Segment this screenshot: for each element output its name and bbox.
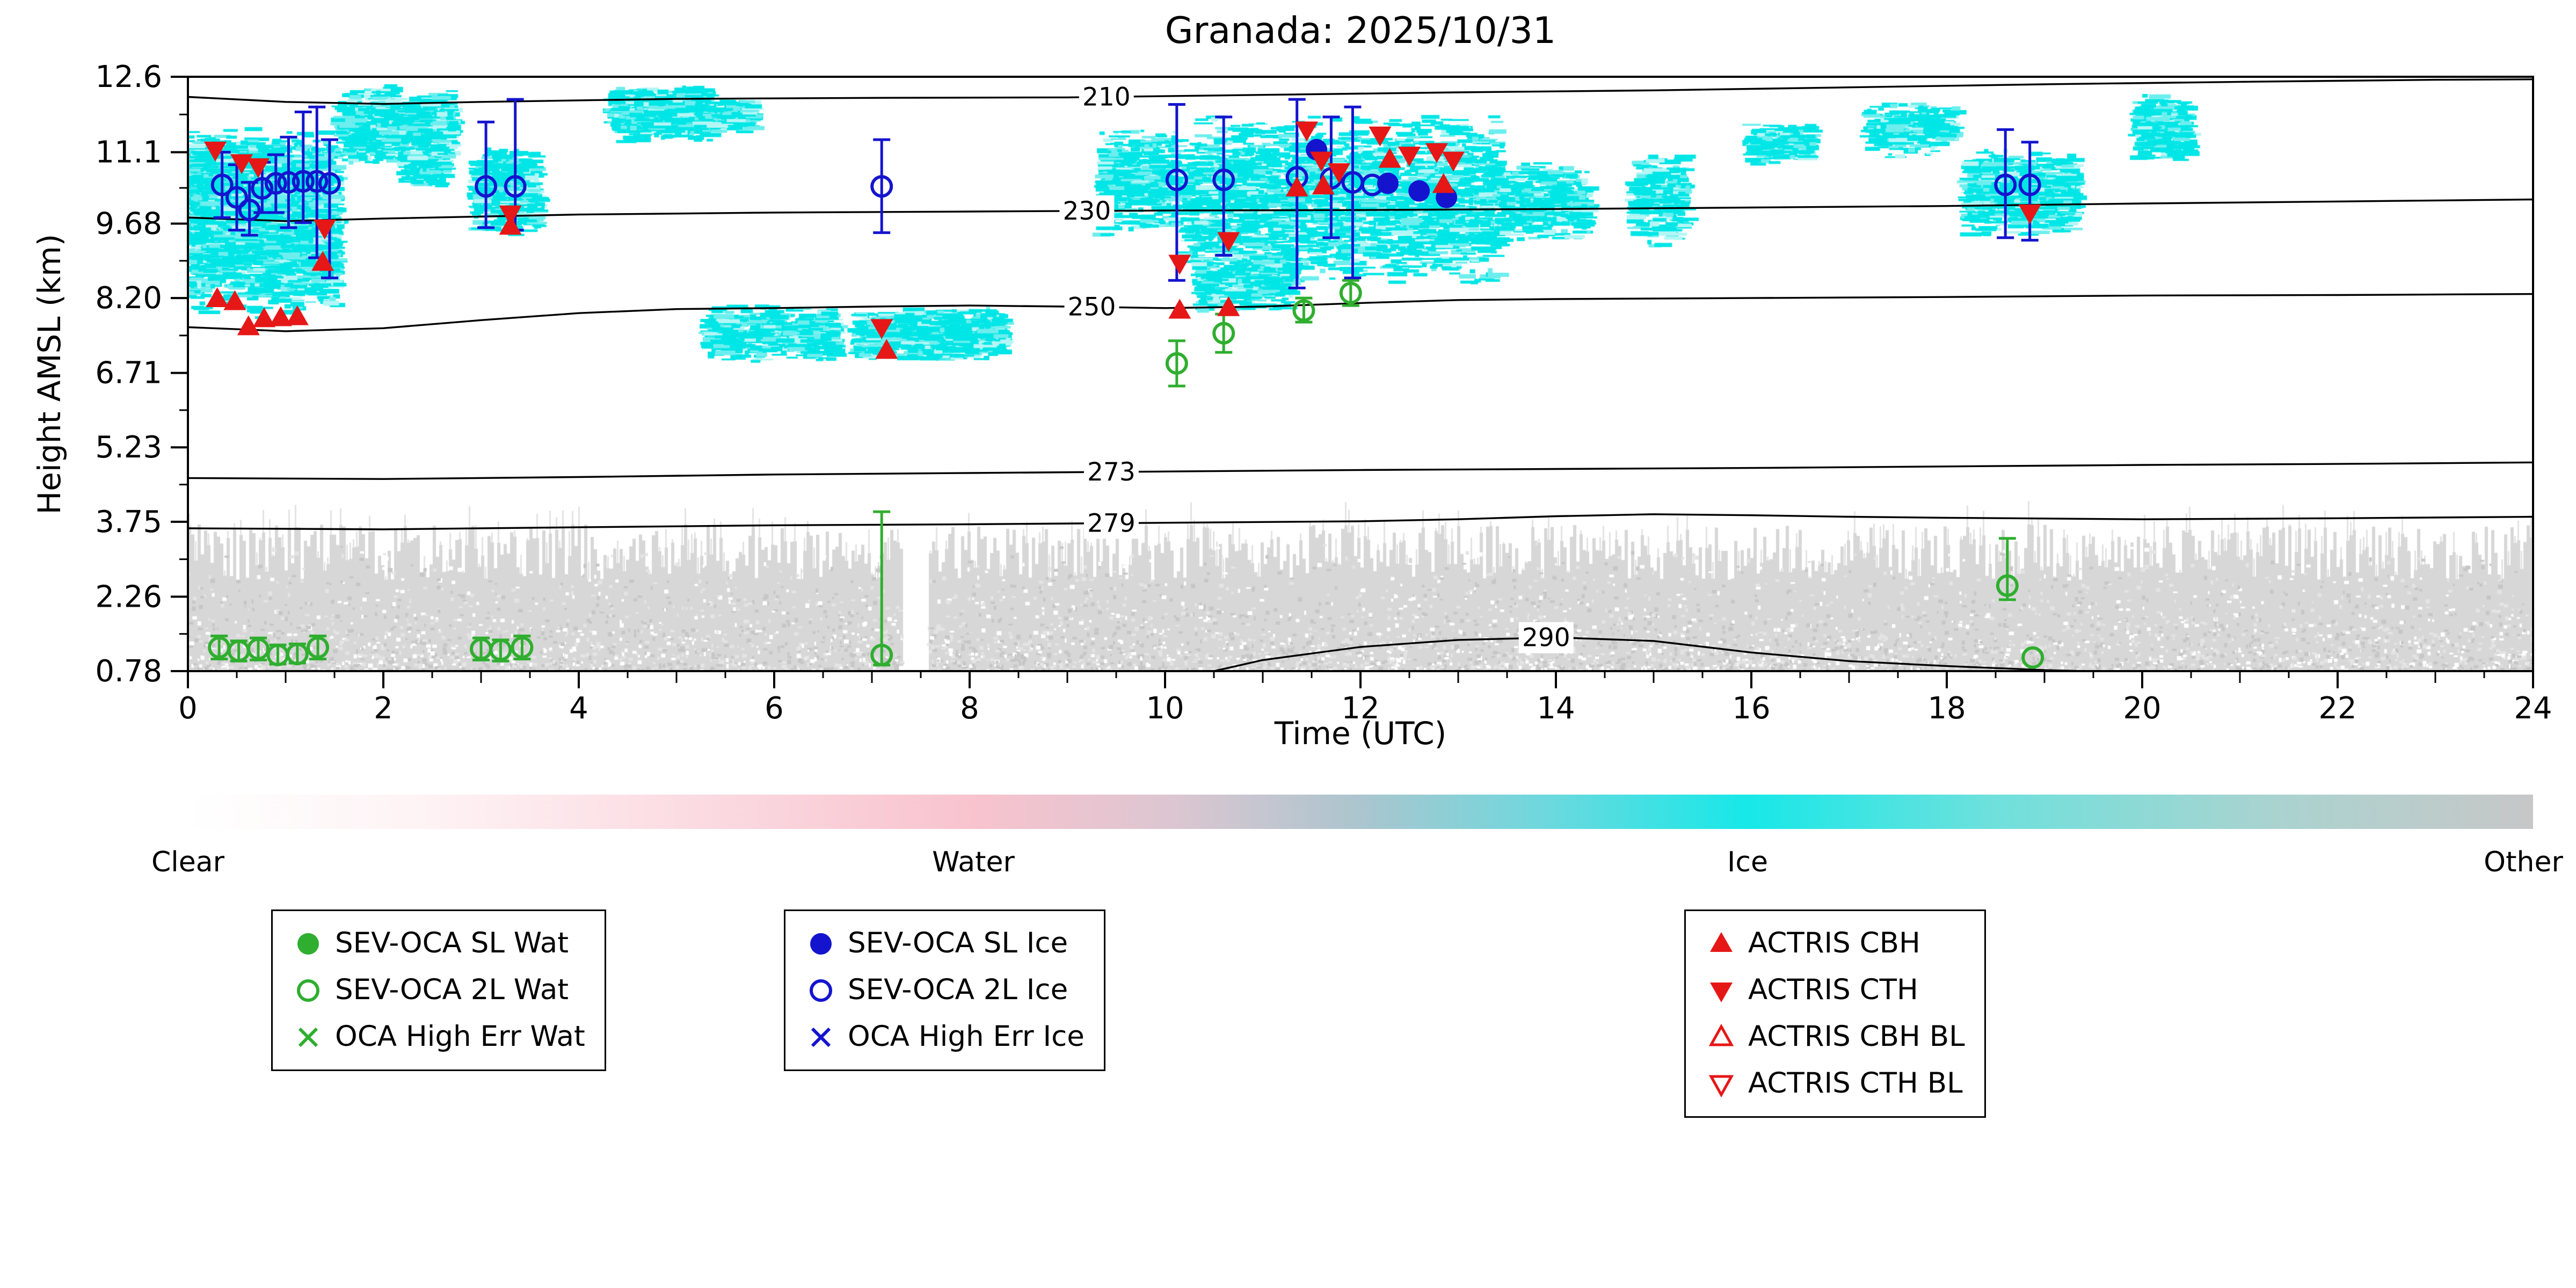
legend-entry: OCA High Err Wat — [292, 1020, 585, 1053]
isotherm-label: 273 — [1087, 457, 1136, 487]
legend-entry: SEV-OCA SL Wat — [292, 927, 585, 960]
x-mark-icon — [811, 1028, 831, 1047]
legend-entry: SEV-OCA 2L Wat — [292, 973, 585, 1007]
y-tick-label: 3.75 — [95, 505, 162, 540]
x-tick-label: 24 — [2514, 691, 2552, 726]
legend-label: OCA High Err Ice — [848, 1020, 1085, 1053]
y-tick-label: 2.26 — [95, 579, 162, 614]
legend-label: ACTRIS CTH — [1748, 973, 1918, 1006]
isotherm-273 — [187, 461, 2534, 480]
legend-box-2: ACTRIS CBH ACTRIS CTH ACTRIS CBH BL ACTRIS … — [1684, 909, 1986, 1118]
isotherm-label: 210 — [1082, 82, 1131, 112]
legend-label: SEV-OCA 2L Wat — [335, 973, 569, 1006]
legend-entry: ACTRIS CBH — [1705, 927, 1965, 960]
legend-label: ACTRIS CBH — [1748, 927, 1920, 959]
y-tick-label: 12.6 — [95, 60, 162, 94]
legend-entry: SEV-OCA 2L Ice — [805, 973, 1085, 1007]
x-tick-label: 14 — [1537, 691, 1575, 726]
legend-box-0: SEV-OCA SL Wat SEV-OCA 2L Wat OCA High Err… — [271, 909, 606, 1071]
colorbar — [188, 795, 2533, 829]
isotherm-279 — [187, 513, 2534, 530]
y-tick-label: 11.1 — [95, 135, 162, 170]
legend-entry: SEV-OCA SL Ice — [805, 927, 1085, 960]
isotherm-label: 230 — [1063, 197, 1111, 226]
circle-filled-icon — [297, 933, 319, 955]
circle-open-icon — [810, 979, 832, 1002]
legend-label: SEV-OCA 2L Ice — [848, 973, 1068, 1006]
legend-entry: ACTRIS CTH — [1705, 973, 1965, 1007]
series-sev-oca-2l-wat — [208, 279, 2044, 669]
isotherm-250 — [187, 293, 2534, 332]
x-axis-label: Time (UTC) — [1274, 715, 1447, 752]
colorbar-label-clear: Clear — [151, 846, 224, 878]
x-tick-label: 2 — [374, 691, 393, 726]
isotherm-label-bg — [1079, 81, 1134, 113]
circle-open-icon — [297, 979, 319, 1002]
isotherm-label: 250 — [1068, 293, 1116, 322]
x-tick-label: 20 — [2123, 691, 2161, 726]
x-tick-label: 0 — [178, 691, 198, 726]
triangle-down-open-icon — [1708, 1075, 1734, 1098]
isotherm-label-bg — [1059, 195, 1115, 227]
isotherm-label: 290 — [1522, 623, 1570, 653]
plot-frame — [187, 76, 2534, 672]
legend-entry: ACTRIS CBH BL — [1705, 1020, 1965, 1053]
legend-label: SEV-OCA SL Ice — [848, 927, 1068, 959]
series-actris-cth — [203, 121, 2041, 339]
triangle-up-open-icon — [1708, 1024, 1734, 1046]
isotherm-label-bg — [1064, 291, 1119, 323]
y-tick-label: 8.20 — [95, 281, 162, 316]
cloud-classification-field — [0, 0, 2576, 698]
colorbar-label-ice: Ice — [1727, 846, 1768, 878]
x-tick-label: 8 — [960, 691, 979, 726]
x-tick-label: 12 — [1341, 691, 1379, 726]
legend-entry: OCA High Err Ice — [805, 1020, 1085, 1053]
x-tick-label: 18 — [1927, 691, 1966, 726]
isotherm-230 — [187, 198, 2534, 222]
x-tick-label: 10 — [1146, 691, 1184, 726]
chart-title: Granada: 2025/10/31 — [1165, 10, 1556, 52]
y-tick-label: 5.23 — [95, 430, 162, 465]
legend-entry: ACTRIS CTH BL — [1705, 1067, 1965, 1100]
series-sev-oca-2l-ice — [210, 98, 2041, 289]
isotherm-label-bg — [1518, 622, 1574, 653]
triangle-up-filled-icon — [1710, 932, 1733, 952]
x-tick-label: 16 — [1732, 691, 1770, 726]
legend-label: SEV-OCA SL Wat — [335, 927, 569, 959]
triangle-down-filled-icon — [1710, 983, 1733, 1003]
y-tick-label: 0.78 — [95, 654, 162, 689]
y-tick-label: 6.71 — [95, 356, 162, 391]
isotherm-label-bg — [1083, 456, 1139, 487]
y-tick-label: 9.68 — [95, 206, 162, 241]
legend-label: OCA High Err Wat — [335, 1020, 585, 1053]
colorbar-label-other: Other — [2484, 846, 2563, 878]
isotherm-210 — [187, 78, 2534, 105]
y-axis-label: Height AMSL (km) — [31, 234, 68, 515]
x-tick-label: 4 — [569, 691, 588, 726]
x-tick-label: 6 — [765, 691, 784, 726]
legend-label: ACTRIS CBH BL — [1748, 1020, 1965, 1053]
isotherm-290 — [1213, 636, 2084, 672]
x-mark-icon — [298, 1028, 318, 1047]
colorbar-label-water: Water — [932, 846, 1015, 878]
isotherm-label: 279 — [1087, 508, 1136, 538]
x-tick-label: 22 — [2318, 691, 2356, 726]
circle-filled-icon — [810, 933, 832, 955]
legend-box-1: SEV-OCA SL Ice SEV-OCA 2L Ice OCA High Err… — [784, 909, 1105, 1071]
legend-label: ACTRIS CTH BL — [1748, 1066, 1963, 1100]
isotherm-label-bg — [1083, 507, 1139, 539]
